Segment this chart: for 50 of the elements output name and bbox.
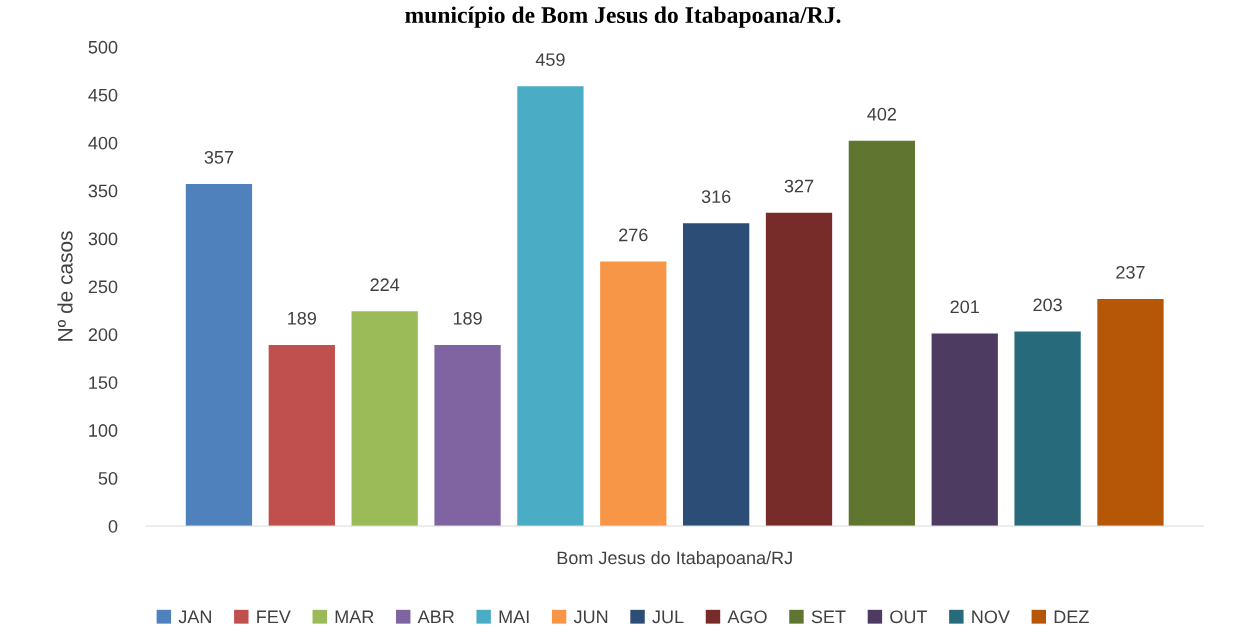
legend-label: OUT: [890, 610, 928, 624]
y-tick-label: 350: [88, 184, 118, 198]
legend-label: NOV: [972, 610, 1010, 624]
y-tick-label: 500: [88, 40, 118, 54]
data-label: 459: [535, 53, 565, 66]
y-tick-label: 100: [89, 424, 118, 437]
y-tick-label: 200: [88, 328, 118, 342]
bar: [351, 311, 418, 526]
data-label: 203: [1033, 298, 1062, 312]
legend-label: MAR: [335, 610, 374, 623]
data-label: 189: [288, 311, 317, 325]
data-label: 276: [619, 228, 648, 242]
y-tick-label: 0: [108, 519, 118, 533]
bar: [600, 261, 667, 526]
legend-label: FEV: [257, 610, 291, 623]
bar: [848, 140, 916, 526]
data-label: 402: [867, 107, 897, 121]
bar: [434, 344, 501, 526]
bar: [268, 344, 335, 526]
legend-label: AGO: [727, 610, 767, 624]
x-tick-label: Bom Jesus do Itabapoana/RJ: [557, 550, 792, 568]
bar: [931, 333, 998, 526]
bar: [185, 183, 253, 526]
bar: [1097, 298, 1164, 526]
bar: [765, 212, 833, 526]
y-axis-title: Nº de casos: [57, 231, 73, 341]
y-tick-label: 50: [98, 472, 118, 485]
legend-label: JAN: [178, 610, 211, 624]
bar: [683, 223, 750, 526]
data-label: 224: [370, 278, 400, 291]
bar: [1014, 331, 1081, 526]
legend-label: ABR: [417, 610, 454, 623]
data-label: 357: [204, 150, 234, 164]
y-tick-label: 450: [88, 88, 118, 102]
legend-label: JUL: [652, 610, 684, 624]
data-label: 189: [453, 311, 482, 325]
legend-label: DEZ: [1054, 610, 1089, 623]
bar: [517, 86, 584, 526]
y-tick-label: 400: [88, 136, 118, 150]
legend-label: MAI: [499, 610, 529, 623]
data-label: 316: [701, 190, 731, 203]
data-label: 327: [784, 179, 814, 193]
data-label: 201: [950, 300, 979, 314]
chart-title: município de Bom Jesus do Itabapoana/RJ.: [405, 6, 841, 28]
y-tick-label: 300: [88, 232, 118, 246]
data-label: 237: [1116, 265, 1145, 279]
legend-label: SET: [811, 610, 846, 624]
y-tick-label: 150: [89, 376, 118, 389]
y-tick-label: 250: [88, 280, 118, 294]
legend-label: JUN: [573, 610, 608, 624]
